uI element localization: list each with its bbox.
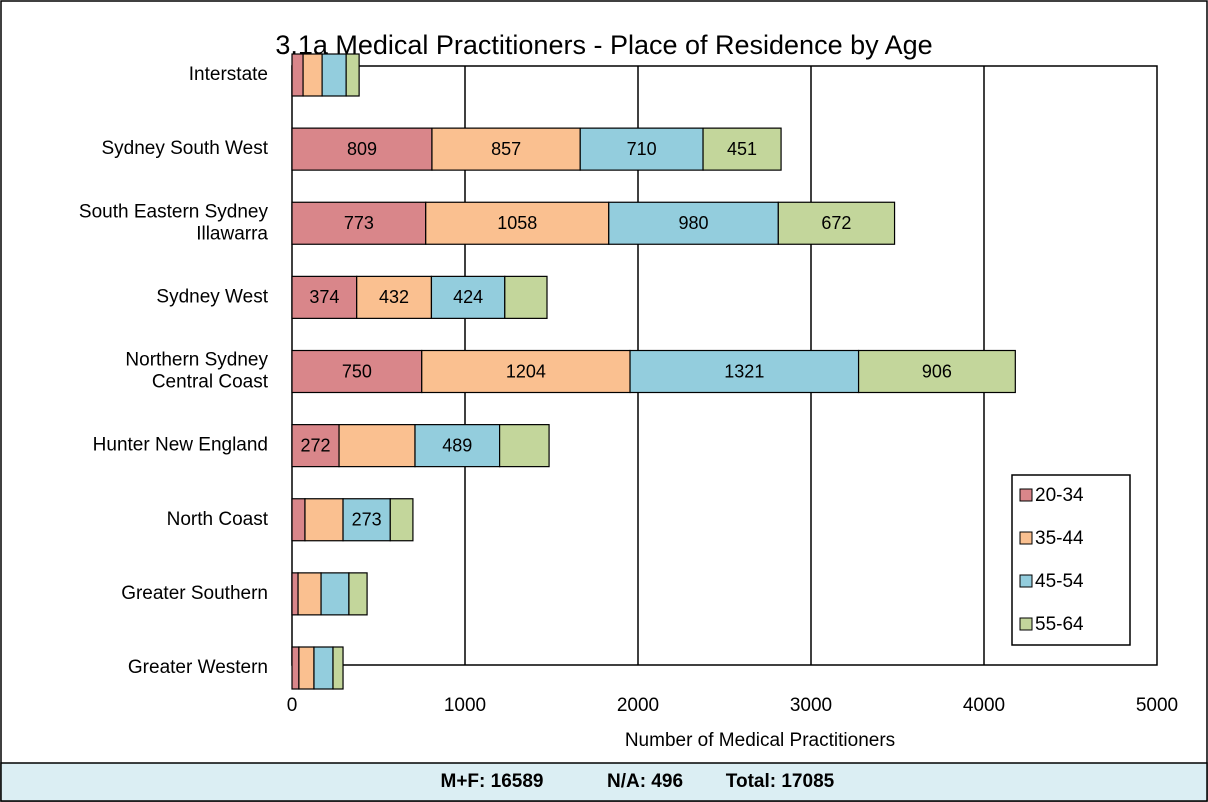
- bar-segment: [857, 349, 1016, 394]
- legend-label: 45-54: [1035, 571, 1084, 592]
- x-tick-label: 2000: [617, 695, 659, 716]
- y-tick-label: Interstate: [189, 64, 268, 85]
- y-tick-label: South Eastern Sydney Illawarra: [79, 201, 269, 244]
- bar-segment: [421, 349, 631, 394]
- y-tick-label: Sydney South West: [101, 138, 268, 159]
- bar-segment: [291, 572, 299, 616]
- data-label: 1204: [506, 361, 546, 381]
- bar-segment: [313, 646, 334, 690]
- bar-segment: [425, 201, 610, 245]
- x-tick-label: 0: [287, 695, 298, 716]
- data-label: 809: [347, 139, 377, 159]
- bar-segment: [320, 572, 350, 616]
- data-label: 432: [379, 287, 409, 307]
- bar-segment: [389, 498, 414, 542]
- data-label: 672: [821, 213, 851, 233]
- y-tick-label: Northern Sydney Central Coast: [125, 350, 268, 393]
- bar-segment: [342, 498, 391, 542]
- bar-segment: [291, 498, 306, 542]
- legend-swatch: [1019, 531, 1033, 545]
- data-label: 273: [352, 510, 382, 530]
- bar-segment: [302, 53, 323, 97]
- x-tick-label: 3000: [790, 695, 832, 716]
- bar-segment: [291, 127, 433, 171]
- bar-segment: [430, 275, 506, 319]
- bar-segment: [297, 572, 322, 616]
- x-tick-label: 1000: [444, 695, 486, 716]
- bar-segment: [702, 127, 782, 171]
- bar-segment: [431, 127, 581, 171]
- footer-text: N/A: 496: [607, 771, 683, 792]
- bar-segment: [298, 646, 315, 690]
- footer-text: M+F: 16589: [441, 771, 544, 792]
- legend-label: 35-44: [1035, 528, 1084, 549]
- data-label: 750: [342, 361, 372, 381]
- legend-swatch: [1019, 574, 1033, 588]
- data-label: 857: [491, 139, 521, 159]
- legend-swatch: [1019, 617, 1033, 631]
- data-label: 710: [627, 139, 657, 159]
- bar-segment: [608, 201, 779, 245]
- bar-segment: [579, 127, 704, 171]
- y-tick-label: Sydney West: [156, 286, 268, 307]
- bar-segment: [304, 498, 344, 542]
- bar-segment: [504, 275, 548, 319]
- y-tick-label: Hunter New England: [93, 435, 268, 456]
- bar-segment: [629, 349, 860, 394]
- legend-swatch: [1019, 488, 1033, 502]
- x-tick-label: 4000: [963, 695, 1005, 716]
- footer-text: Total: 17085: [726, 771, 835, 792]
- data-label: 906: [922, 361, 952, 381]
- x-axis-label: Number of Medical Practitioners: [625, 730, 895, 751]
- data-label: 374: [309, 287, 339, 307]
- bar-segment: [291, 646, 300, 690]
- bar-segment: [291, 349, 423, 394]
- legend-label: 55-64: [1035, 614, 1084, 635]
- y-tick-label: North Coast: [167, 509, 269, 530]
- legend-label: 20-34: [1035, 485, 1084, 506]
- footer-band: [0, 762, 1208, 802]
- legend-box: [1011, 474, 1131, 646]
- bar-segment: [348, 572, 368, 616]
- x-tick-label: 5000: [1136, 695, 1178, 716]
- data-label: 489: [442, 435, 472, 455]
- data-label: 1058: [497, 213, 537, 233]
- data-label: 424: [453, 287, 483, 307]
- y-tick-label: Greater Western: [128, 657, 268, 678]
- bar-segment: [291, 201, 427, 245]
- bar-segment: [338, 424, 416, 468]
- bar-segment: [321, 53, 347, 97]
- bar-segment: [777, 201, 896, 245]
- chart-title: 3.1a Medical Practitioners - Place of Re…: [275, 30, 932, 60]
- bar-segment: [332, 646, 344, 690]
- bar-segment: [499, 424, 550, 468]
- y-tick-label: Greater Southern: [121, 583, 268, 604]
- data-label: 980: [679, 213, 709, 233]
- bar-segment: [345, 53, 360, 97]
- bar-segment: [414, 424, 501, 468]
- data-label: 1321: [724, 361, 764, 381]
- data-label: 451: [727, 139, 757, 159]
- data-label: 272: [301, 435, 331, 455]
- bar-segment: [356, 275, 433, 319]
- data-label: 773: [344, 213, 374, 233]
- bar-segment: [291, 53, 304, 97]
- bar-segment: [291, 424, 340, 468]
- bar-segment: [291, 275, 358, 319]
